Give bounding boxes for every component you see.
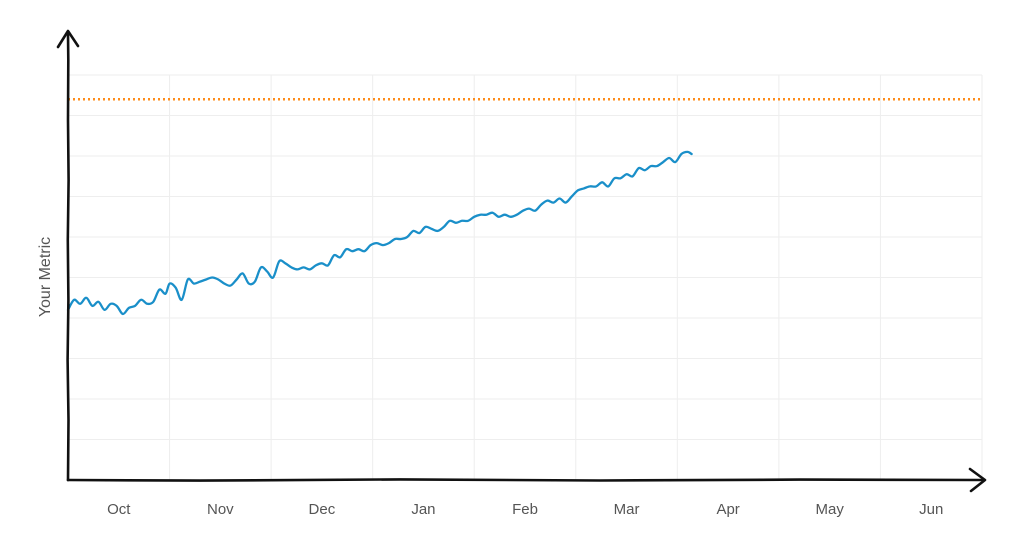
x-tick-label: Jan	[411, 501, 435, 518]
x-tick-label: Dec	[309, 501, 336, 518]
x-axis-line	[66, 478, 985, 482]
series-layer	[66, 150, 693, 316]
series-line	[66, 150, 693, 316]
x-tick-label: Mar	[614, 501, 640, 518]
axes	[56, 29, 987, 493]
x-tick-label: Nov	[207, 501, 234, 518]
x-tick-label: Apr	[716, 501, 739, 518]
x-tick-label: Oct	[107, 501, 131, 518]
x-tick-labels: Oct Nov Dec Jan Feb Mar Apr May Jun	[107, 501, 943, 518]
y-axis-title: Your Metric	[37, 237, 54, 317]
y-axis-line	[66, 32, 70, 482]
x-tick-label: Jun	[919, 501, 943, 518]
x-axis-arrow-head	[968, 467, 987, 493]
grid	[68, 74, 983, 481]
y-axis-arrow-head	[56, 29, 80, 49]
x-tick-label: Feb	[512, 501, 538, 518]
x-tick-label: May	[815, 501, 844, 518]
